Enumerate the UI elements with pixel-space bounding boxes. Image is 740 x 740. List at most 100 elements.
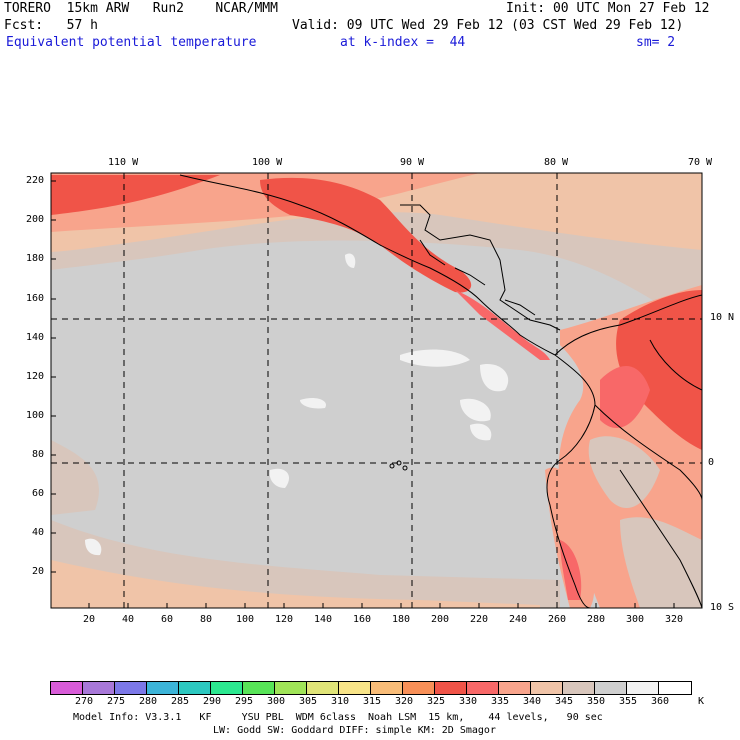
honduras-border: [454, 267, 486, 286]
forecast-hour: Fcst: 57 h: [4, 18, 98, 33]
white-patch-2: [480, 364, 509, 392]
color-cell-335: [467, 682, 499, 694]
colorbar-unit: K: [698, 696, 705, 707]
physics-info: LW: Godd SW: Goddard DIFF: simple KM: 2D…: [213, 725, 496, 736]
color-cell-330: [435, 682, 467, 694]
lat-label-10s: 10 S: [710, 602, 735, 613]
colorbar-label: 270: [75, 696, 94, 707]
plot-frame: [50, 172, 703, 609]
colorbar-label: 330: [459, 696, 478, 707]
color-cell-285: [147, 682, 179, 694]
lon-label-110w: 110 W: [108, 157, 139, 168]
galapagos-island-1: [389, 463, 395, 469]
color-cell-340: [499, 682, 531, 694]
valid-time: Valid: 09 UTC Wed 29 Feb 12 (03 CST Wed …: [292, 18, 684, 33]
init-time: Init: 00 UTC Mon 27 Feb 12: [506, 1, 710, 16]
field-name: Equivalent potential temperature: [6, 35, 257, 50]
color-cell-365: [659, 682, 691, 694]
andes-350: [588, 436, 660, 509]
x-tick-label: 60: [161, 614, 174, 625]
x-tick-label: 320: [665, 614, 684, 625]
colorbar-label: 295: [235, 696, 254, 707]
colorbar-label: 360: [651, 696, 670, 707]
central-america-330: [260, 177, 472, 293]
colorbar-label: 275: [107, 696, 126, 707]
white-patch-6: [85, 538, 102, 556]
lat-label-0: 0: [708, 457, 715, 468]
coastlines: [179, 174, 702, 608]
south-america-pacific-coast: [546, 354, 596, 608]
x-tick-marks: [88, 603, 675, 608]
color-cell-305: [275, 682, 307, 694]
west-patch-350: [51, 440, 99, 515]
colorbar-label: 350: [587, 696, 606, 707]
k-index: at k-index = 44: [340, 35, 466, 50]
color-cell-325: [403, 682, 435, 694]
y-tick-label: 120: [26, 371, 45, 382]
model-title: TORERO 15km ARW Run2 NCAR/MMM: [4, 1, 278, 16]
south-interior-350: [620, 517, 702, 608]
colorbar-label: 280: [139, 696, 158, 707]
color-cell-270: [51, 682, 83, 694]
peru-335: [560, 540, 582, 600]
x-tick-label: 20: [83, 614, 96, 625]
smoothing: sm= 2: [636, 35, 676, 50]
south-america-335: [600, 366, 650, 429]
colorbar-label: 355: [619, 696, 638, 707]
y-tick-label: 80: [32, 449, 45, 460]
colorbar-label: 345: [555, 696, 574, 707]
colorbar-label: 340: [523, 696, 542, 707]
contour-field: [51, 173, 702, 608]
x-tick-label: 120: [275, 614, 294, 625]
x-tick-label: 160: [353, 614, 372, 625]
y-tick-label: 200: [26, 214, 45, 225]
x-tick-label: 260: [548, 614, 567, 625]
color-cell-300: [243, 682, 275, 694]
x-tick-label: 140: [314, 614, 333, 625]
y-tick-label: 20: [32, 566, 45, 577]
colorbar-label: 325: [427, 696, 446, 707]
colombia-border: [649, 339, 702, 391]
colombia-330: [616, 290, 702, 450]
x-tick-label: 180: [392, 614, 411, 625]
galapagos-island-3: [402, 465, 408, 471]
y-tick-label: 140: [26, 332, 45, 343]
color-cell-310: [307, 682, 339, 694]
x-tick-label: 100: [236, 614, 255, 625]
costa-rica-335: [455, 290, 550, 360]
color-cell-275: [83, 682, 115, 694]
peru-border: [619, 469, 702, 608]
costa-rica-border: [504, 299, 536, 316]
color-scale-bar: [50, 681, 692, 695]
colorbar-label: 305: [299, 696, 318, 707]
y-tick-label: 100: [26, 410, 45, 421]
color-cell-320: [371, 682, 403, 694]
y-tick-label: 220: [26, 175, 45, 186]
caribbean-coast: [400, 204, 561, 331]
y-tick-marks: [51, 180, 56, 573]
central-america-pacific-coast: [179, 174, 556, 356]
white-patch-7: [345, 253, 356, 268]
white-patch-8: [269, 468, 290, 488]
color-cell-345: [531, 682, 563, 694]
colorbar-label: 335: [491, 696, 510, 707]
color-cell-295: [211, 682, 243, 694]
x-tick-label: 220: [470, 614, 489, 625]
white-patch-1: [400, 349, 470, 367]
colorbar-label: 315: [363, 696, 382, 707]
northwest-band-330: [51, 175, 220, 215]
model-info: Model Info: V3.3.1 KF YSU PBL WDM 6class…: [73, 712, 603, 723]
y-tick-label: 60: [32, 488, 45, 499]
y-tick-label: 40: [32, 527, 45, 538]
lon-label-70w: 70 W: [688, 157, 713, 168]
lat-label-10n: 10 N: [710, 312, 735, 323]
color-cell-350: [563, 682, 595, 694]
color-cell-355: [595, 682, 627, 694]
x-tick-label: 300: [626, 614, 645, 625]
white-patch-3: [460, 398, 491, 422]
south-band-345: [51, 560, 540, 608]
x-tick-label: 200: [431, 614, 450, 625]
x-tick-label: 280: [587, 614, 606, 625]
y-tick-label: 180: [26, 253, 45, 264]
